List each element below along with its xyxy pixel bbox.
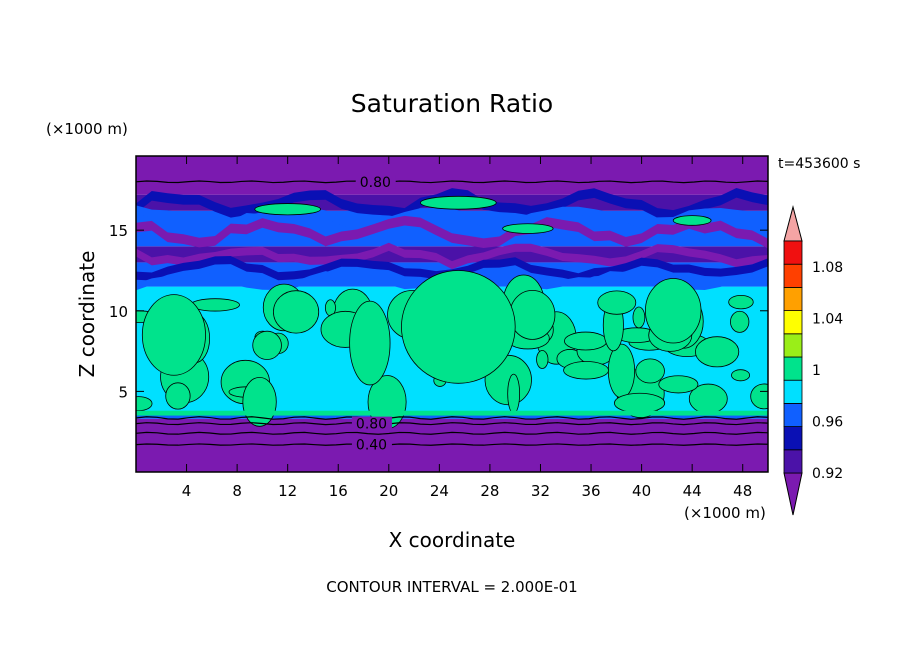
contour-lines bbox=[136, 180, 768, 446]
y-tick-label-2: 15 bbox=[109, 222, 128, 240]
contour-line-top-080 bbox=[136, 180, 768, 184]
colorbar-swatch-3 bbox=[783, 379, 803, 404]
convective-cell-0 bbox=[750, 383, 768, 410]
contour-label-1: 0.80 bbox=[356, 417, 387, 433]
chart-title: Saturation Ratio bbox=[351, 89, 553, 118]
convective-cell-24 bbox=[507, 373, 521, 414]
x-axis-ticks: 4 8 12 16 20 24 28 32 36 40 44 48 bbox=[182, 156, 752, 500]
convective-cell-46 bbox=[607, 343, 636, 399]
y-tick-label-1: 10 bbox=[109, 303, 128, 321]
convective-cell-60 bbox=[401, 270, 516, 384]
contour-line-base-100 bbox=[136, 416, 768, 420]
colorbar: 0.92 0.96 1 1.04 1.08 bbox=[783, 205, 843, 516]
convective-cell-48 bbox=[536, 350, 549, 369]
time-label: t=453600 s bbox=[778, 156, 860, 172]
upper-lens-2 bbox=[672, 215, 712, 226]
x-tick-label-9: 40 bbox=[632, 482, 651, 500]
saturation-field bbox=[136, 156, 768, 472]
x-tick-label-1: 8 bbox=[232, 482, 242, 500]
convective-cell-58 bbox=[509, 289, 556, 340]
colorbar-tick-label-3: 1.04 bbox=[812, 311, 843, 327]
convective-cell-51 bbox=[273, 290, 320, 334]
contour-line-bottom-080 bbox=[136, 422, 768, 426]
colorbar-tick-label-2: 1 bbox=[812, 363, 821, 379]
colorbar-swatch-8 bbox=[783, 263, 803, 288]
convective-cell-53 bbox=[597, 290, 637, 315]
convective-cell-31 bbox=[658, 375, 699, 394]
contour-labels: 0.80 0.80 0.40 bbox=[351, 174, 396, 454]
convective-cell-59 bbox=[252, 330, 282, 360]
x-unit-label: (×1000 m) bbox=[684, 504, 766, 522]
contour-label-bg-1 bbox=[351, 416, 392, 431]
convective-cell-29 bbox=[695, 336, 740, 368]
upper-lens-0 bbox=[254, 203, 321, 216]
x-tick-label-3: 16 bbox=[329, 482, 348, 500]
upper-layer-0 bbox=[136, 187, 768, 220]
contour-line-bottom-040 bbox=[136, 443, 768, 446]
colorbar-tick-label-0: 0.92 bbox=[812, 466, 843, 482]
y-axis-ticks: 5 10 15 bbox=[109, 222, 768, 401]
x-tick-label-11: 48 bbox=[733, 482, 752, 500]
upper-layer-2 bbox=[136, 215, 768, 249]
upper-layer-3 bbox=[136, 242, 768, 270]
colorbar-swatch-4 bbox=[783, 356, 803, 381]
colorbar-swatch-1 bbox=[783, 426, 803, 451]
x-axis-title: X coordinate bbox=[389, 528, 516, 552]
colorbar-swatch-9 bbox=[783, 240, 803, 265]
convective-cell-54 bbox=[563, 361, 609, 380]
colorbar-swatch-5 bbox=[783, 333, 803, 358]
y-unit-label: (×1000 m) bbox=[46, 120, 128, 138]
convective-cell-56 bbox=[632, 306, 646, 329]
plot-frame bbox=[135, 155, 769, 473]
x-tick-label-7: 32 bbox=[531, 482, 550, 500]
y-axis-title: Z coordinate bbox=[75, 251, 99, 378]
convective-cell-61 bbox=[349, 300, 391, 386]
x-tick-label-6: 28 bbox=[480, 482, 499, 500]
contour-label-0: 0.80 bbox=[360, 175, 391, 191]
convective-cell-50 bbox=[635, 358, 665, 384]
convective-cell-34 bbox=[731, 369, 751, 382]
x-tick-label-10: 44 bbox=[683, 482, 702, 500]
contour-label-2: 0.40 bbox=[356, 438, 387, 454]
convective-cell-10 bbox=[730, 310, 750, 333]
colorbar-under-triangle bbox=[783, 472, 803, 516]
contour-label-bg-2 bbox=[351, 437, 392, 452]
contour-interval-note: CONTOUR INTERVAL = 2.000E-01 bbox=[326, 578, 577, 596]
convective-cell-62 bbox=[644, 278, 702, 344]
colorbar-swatch-2 bbox=[783, 402, 803, 427]
contour-label-bg-0 bbox=[355, 174, 396, 189]
colorbar-tick-label-4: 1.08 bbox=[812, 260, 843, 276]
x-tick-label-0: 4 bbox=[182, 482, 192, 500]
convective-cell-8 bbox=[728, 294, 754, 310]
convective-cell-47 bbox=[614, 392, 666, 414]
colorbar-swatch-6 bbox=[783, 310, 803, 335]
colorbar-swatch-0 bbox=[783, 449, 803, 474]
convective-cell-40 bbox=[563, 331, 608, 351]
y-tick-label-0: 5 bbox=[118, 383, 128, 401]
colorbar-over-triangle bbox=[783, 205, 803, 242]
colorbar-tick-label-1: 0.96 bbox=[812, 414, 843, 430]
convective-cell-43 bbox=[165, 382, 191, 410]
contour-line-bottom-060 bbox=[136, 431, 768, 435]
x-tick-label-5: 24 bbox=[430, 482, 449, 500]
x-tick-label-8: 36 bbox=[581, 482, 600, 500]
field-band-0 bbox=[136, 418, 768, 472]
x-tick-label-4: 20 bbox=[379, 482, 398, 500]
upper-lens-3 bbox=[502, 223, 554, 234]
convective-cell-63 bbox=[141, 294, 206, 376]
x-tick-label-2: 12 bbox=[278, 482, 297, 500]
colorbar-swatch-7 bbox=[783, 286, 803, 311]
convective-cell-1 bbox=[136, 396, 153, 412]
cloud-base-layer bbox=[136, 410, 768, 416]
upper-lens-1 bbox=[420, 195, 497, 210]
